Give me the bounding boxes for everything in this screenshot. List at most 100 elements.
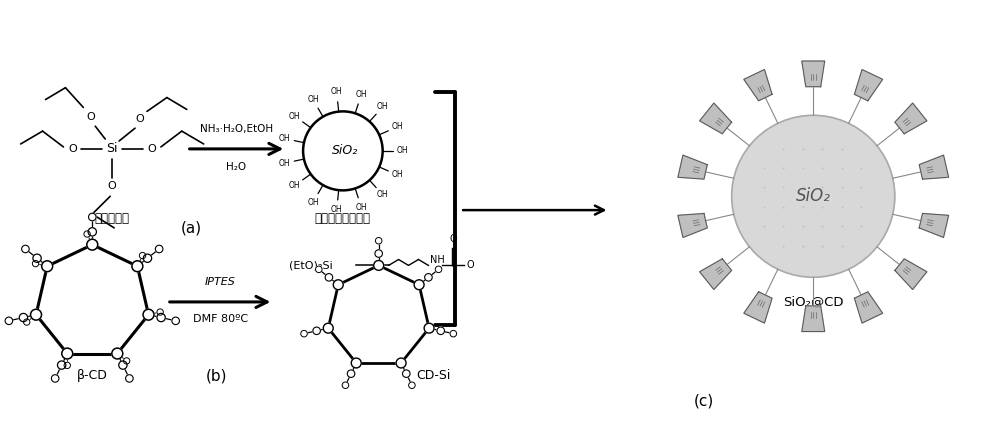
Text: NH₃·H₂O,EtOH: NH₃·H₂O,EtOH <box>200 124 273 134</box>
Circle shape <box>123 358 130 364</box>
Polygon shape <box>802 61 825 87</box>
Circle shape <box>126 374 133 382</box>
Circle shape <box>435 266 442 272</box>
Text: OH: OH <box>331 88 342 96</box>
Text: O: O <box>136 114 144 124</box>
Text: O: O <box>68 144 77 154</box>
Polygon shape <box>895 259 927 290</box>
Circle shape <box>42 261 53 272</box>
Circle shape <box>425 274 432 281</box>
Circle shape <box>19 313 28 321</box>
Circle shape <box>403 370 410 378</box>
Circle shape <box>51 374 59 382</box>
Circle shape <box>301 330 307 337</box>
Circle shape <box>342 382 349 389</box>
Circle shape <box>57 361 66 369</box>
Circle shape <box>333 280 343 290</box>
Circle shape <box>24 319 30 325</box>
Text: SiO₂: SiO₂ <box>332 145 358 157</box>
Text: OH: OH <box>356 203 367 212</box>
Circle shape <box>347 370 355 378</box>
Polygon shape <box>854 292 883 323</box>
Text: OH: OH <box>331 205 342 214</box>
Circle shape <box>323 323 333 333</box>
Circle shape <box>5 317 13 325</box>
Text: NH: NH <box>430 255 445 265</box>
Circle shape <box>450 330 457 337</box>
Circle shape <box>139 252 146 259</box>
Circle shape <box>84 231 90 237</box>
Polygon shape <box>895 103 927 134</box>
Text: OH: OH <box>289 181 300 190</box>
Circle shape <box>732 115 895 277</box>
Text: β-CD: β-CD <box>77 370 108 382</box>
Polygon shape <box>802 306 825 332</box>
Circle shape <box>414 280 424 290</box>
Text: OH: OH <box>397 146 408 155</box>
Text: (a): (a) <box>181 220 202 235</box>
Circle shape <box>64 362 70 368</box>
Circle shape <box>155 245 163 253</box>
Text: Si: Si <box>106 142 118 155</box>
Polygon shape <box>744 70 772 101</box>
Text: SiO₂: SiO₂ <box>796 187 831 205</box>
Circle shape <box>374 261 384 270</box>
Text: OH: OH <box>377 191 389 199</box>
Text: SiO₂@CD: SiO₂@CD <box>783 296 844 308</box>
Polygon shape <box>919 155 949 179</box>
Text: 正硬酸乙酯: 正硬酸乙酯 <box>95 212 130 225</box>
Circle shape <box>143 309 154 320</box>
Text: O: O <box>466 261 474 270</box>
Text: OH: OH <box>289 112 300 120</box>
Text: (EtO)₃Si: (EtO)₃Si <box>289 261 333 270</box>
Text: O: O <box>449 234 457 244</box>
Polygon shape <box>678 213 707 237</box>
Text: IPTES: IPTES <box>205 277 236 287</box>
Text: OH: OH <box>279 159 290 168</box>
Circle shape <box>88 213 96 221</box>
Circle shape <box>22 245 29 253</box>
Circle shape <box>32 261 39 267</box>
Text: DMF 80ºC: DMF 80ºC <box>193 314 248 324</box>
Circle shape <box>88 228 96 236</box>
Text: O: O <box>148 144 156 154</box>
Circle shape <box>375 250 382 257</box>
Text: (c): (c) <box>694 393 714 408</box>
Text: OH: OH <box>307 95 319 104</box>
Text: CD-Si: CD-Si <box>416 370 451 382</box>
Circle shape <box>351 358 361 368</box>
Circle shape <box>325 274 333 281</box>
Circle shape <box>31 309 42 320</box>
Circle shape <box>313 327 320 335</box>
Circle shape <box>33 254 41 262</box>
Circle shape <box>132 261 143 272</box>
Text: (b): (b) <box>206 368 227 384</box>
Text: OH: OH <box>356 90 367 99</box>
Text: OH: OH <box>392 122 403 131</box>
Text: OH: OH <box>279 134 290 143</box>
Text: O: O <box>108 181 117 191</box>
Circle shape <box>396 358 406 368</box>
Circle shape <box>157 309 163 315</box>
Polygon shape <box>700 103 732 134</box>
Circle shape <box>437 327 445 335</box>
Circle shape <box>157 313 165 321</box>
Circle shape <box>112 348 123 359</box>
Text: O: O <box>86 112 95 122</box>
Circle shape <box>119 361 127 369</box>
Text: OH: OH <box>307 198 319 207</box>
Text: OH: OH <box>392 170 403 180</box>
Circle shape <box>62 348 73 359</box>
Circle shape <box>375 237 382 244</box>
Circle shape <box>316 266 322 272</box>
Circle shape <box>172 317 179 325</box>
Text: OH: OH <box>377 102 389 111</box>
Text: H₂O: H₂O <box>226 162 247 172</box>
Polygon shape <box>919 213 949 237</box>
Circle shape <box>143 254 152 262</box>
Circle shape <box>87 239 98 250</box>
Polygon shape <box>678 155 707 179</box>
Polygon shape <box>700 259 732 290</box>
Circle shape <box>424 323 434 333</box>
Circle shape <box>409 382 415 389</box>
